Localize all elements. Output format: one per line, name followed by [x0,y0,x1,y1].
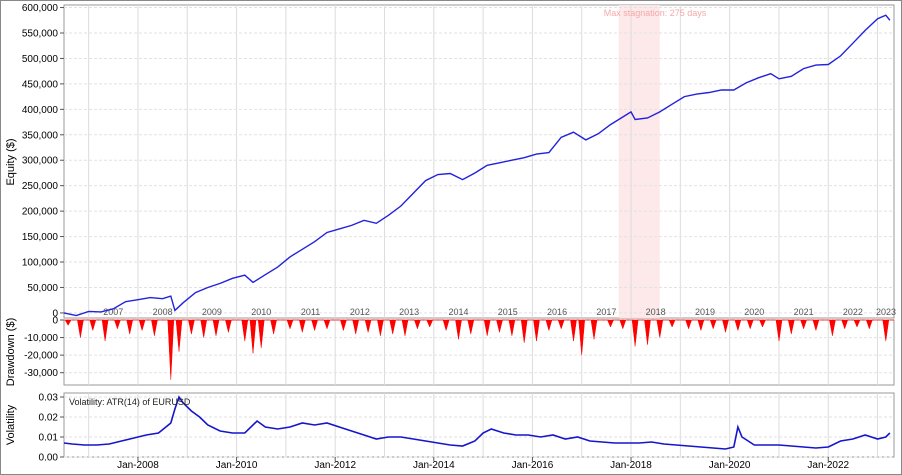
drawdown-y-ticks: 0 -10,000 -20,000 -30,000 [24,316,64,379]
year-label: 2017 [596,307,616,317]
y-tick-label: -20,000 [24,351,58,362]
y-tick-label: 500,000 [22,54,59,65]
y-tick-label: -10,000 [24,333,58,344]
x-tick-label: Jan-2018 [610,460,652,471]
y-tick-label: 100,000 [22,258,59,269]
x-tick-label: Jan-2012 [314,460,356,471]
drawdown-bars [64,319,894,380]
y-tick-label: 300,000 [22,156,59,167]
year-label: 2022 [843,307,863,317]
volatility-y-ticks: 0.00 0.01 0.02 0.03 [39,393,64,464]
y-tick-label: 0.02 [39,413,59,424]
x-tick-label: Jan-2016 [512,460,554,471]
year-label: 2015 [498,307,518,317]
year-label: 2012 [350,307,370,317]
year-label: 2021 [794,307,814,317]
y-tick-label: 350,000 [22,130,59,141]
x-tick-label: Jan-2008 [117,460,159,471]
volatility-annotation: Volatility: ATR(14) of EURUSD [69,397,191,407]
year-label: 2008 [153,307,173,317]
year-label: 2013 [399,307,419,317]
x-tick-label: Jan-2014 [413,460,455,471]
y-tick-label: 0.00 [39,453,59,464]
y-tick-label: 250,000 [22,181,59,192]
year-label: 2016 [547,307,567,317]
volatility-x-ticks: Jan-2008 Jan-2010 Jan-2012 Jan-2014 Jan-2016… [117,457,850,471]
year-label: 2019 [695,307,715,317]
equity-plot-area [63,4,895,319]
equity-line [63,14,891,317]
y-tick-label: 50,000 [27,283,58,294]
y-tick-label: 600,000 [22,3,59,14]
y-tick-label: 450,000 [22,79,59,90]
year-label: 2018 [646,307,666,317]
drawdown-panel: 0 -10,000 -20,000 -30,000 Drawdown ($) [5,316,895,386]
volatility-plot-area [63,392,895,458]
x-tick-label: Jan-2022 [807,460,849,471]
x-tick-label: Jan-2020 [709,460,751,471]
y-tick-label: 0 [52,316,58,327]
x-tick-label: Jan-2010 [216,460,258,471]
y-tick-label: 0.03 [39,393,59,404]
y-tick-label: 150,000 [22,232,59,243]
y-tick-label: 200,000 [22,207,59,218]
y-tick-label: 400,000 [22,105,59,116]
y-tick-label: 0.01 [39,433,59,444]
drawdown-y-axis-label: Drawdown ($) [5,318,17,386]
drawdown-plot-area [63,319,895,386]
equity-panel: 0 50,000 100,000 150,000 200,000 250,000 300,0… [5,3,896,319]
year-label: 2007 [103,307,123,317]
equity-year-labels: 2007 2008 2009 2010 2011 2012 2013 2014 2015 2016… [103,307,896,317]
year-label: 2023 [876,307,896,317]
equity-y-axis-label: Equity ($) [5,138,17,185]
year-label: 2010 [251,307,271,317]
stagnation-annotation: Max stagnation: 275 days [604,8,707,18]
year-label: 2020 [744,307,764,317]
equity-grid [64,5,894,318]
equity-y-ticks: 0 50,000 100,000 150,000 200,000 250,000 300,0… [22,3,64,319]
year-label: 2011 [301,307,320,317]
stagnation-band [618,5,660,318]
y-tick-label: 0 [52,308,58,319]
volatility-y-axis-label: Volatility [5,404,17,445]
volatility-panel: 0.00 0.01 0.02 0.03 Jan-2008 Jan-2010 Jan-201… [5,392,895,471]
year-label: 2009 [202,307,222,317]
volatility-line [63,395,891,450]
y-tick-label: -30,000 [24,368,58,379]
year-label: 2014 [448,307,468,317]
y-tick-label: 550,000 [22,28,59,39]
